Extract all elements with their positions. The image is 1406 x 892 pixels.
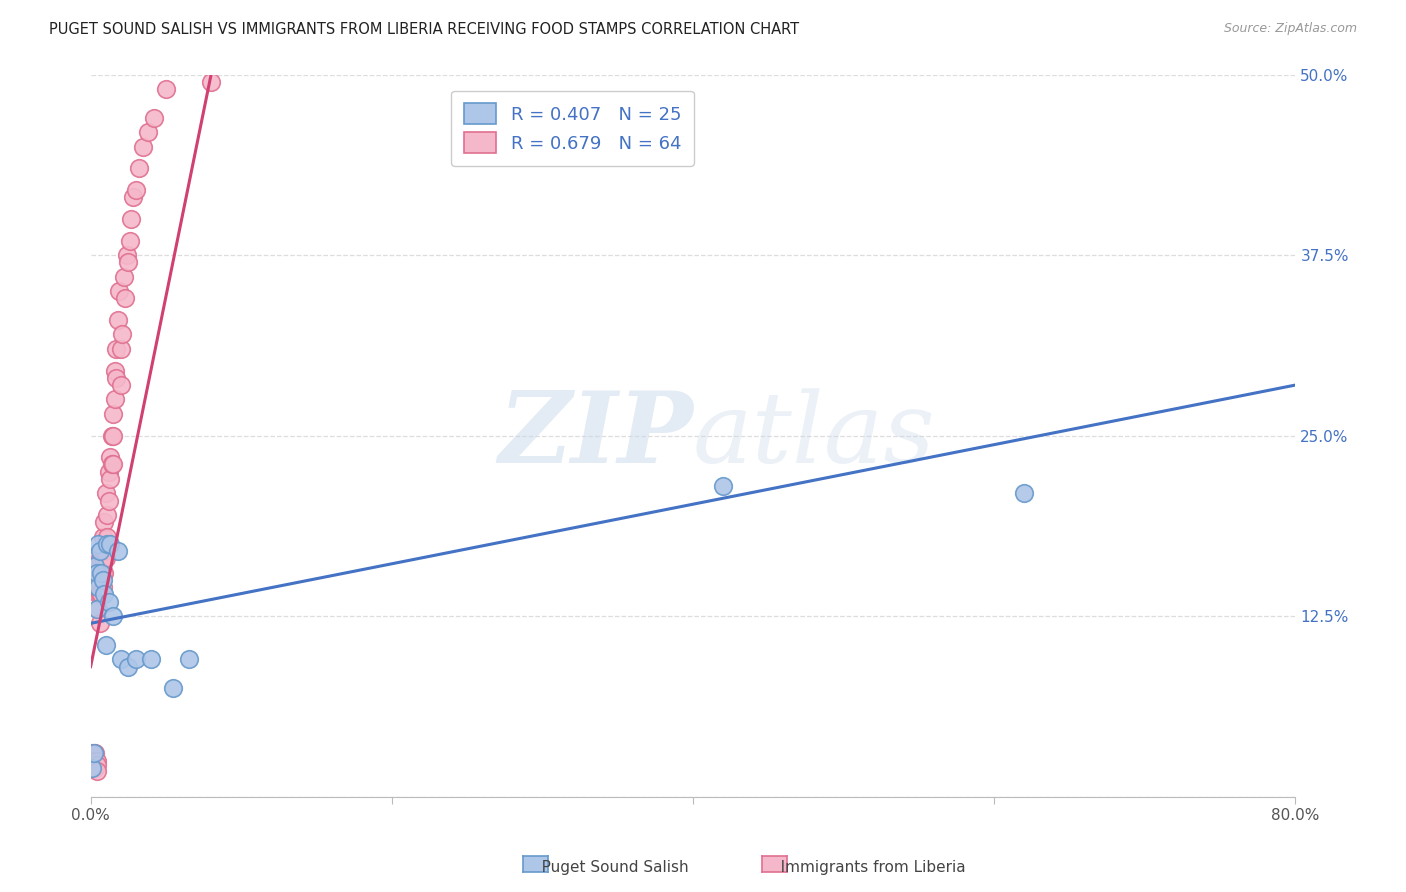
Point [87,580,110,594]
Point [105,371,128,385]
Point [100,458,122,472]
Point [97,493,120,508]
Point [90,544,112,558]
Point [108,284,131,298]
Point [89,551,111,566]
Text: PUGET SOUND SALISH VS IMMIGRANTS FROM LIBERIA RECEIVING FOOD STAMPS CORRELATION : PUGET SOUND SALISH VS IMMIGRANTS FROM LI… [49,22,800,37]
Point [142,111,165,125]
Text: atlas: atlas [693,388,936,483]
Point [177,652,200,666]
Point [110,342,132,356]
Point [103,458,125,472]
Point [86,764,108,778]
Point [112,269,135,284]
Point [103,609,125,624]
Point [84,761,107,775]
Point [94,551,117,566]
Legend: R = 0.407   N = 25, R = 0.679   N = 64: R = 0.407 N = 25, R = 0.679 N = 64 [451,91,695,166]
Point [132,140,155,154]
Point [118,234,141,248]
Point [115,248,138,262]
Point [83,758,105,772]
Point [96,537,118,551]
Text: Immigrants from Liberia: Immigrants from Liberia [766,860,966,874]
Point [105,342,128,356]
Point [89,616,111,631]
Point [120,211,142,226]
Point [87,587,110,601]
Point [128,161,150,176]
Point [98,472,121,486]
Point [86,602,108,616]
Point [87,602,110,616]
Point [136,125,159,139]
Point [84,747,107,761]
Point [87,537,110,551]
Point [97,465,120,479]
Point [96,530,118,544]
Point [82,761,104,775]
Point [107,313,129,327]
Point [93,566,115,580]
Point [84,754,107,768]
Point [114,292,136,306]
Point [89,587,111,601]
Point [110,378,132,392]
Point [111,327,134,342]
Point [91,566,114,580]
Point [104,363,127,377]
Point [200,75,222,89]
Point [89,558,111,573]
Point [87,573,110,587]
Point [93,515,115,529]
Point [91,551,114,566]
Point [121,190,143,204]
Point [93,544,115,558]
Point [98,537,121,551]
Point [103,407,125,421]
Point [96,508,118,522]
Point [93,587,115,601]
Point [117,255,139,269]
Point [84,558,107,573]
Point [89,544,111,558]
Point [90,566,112,580]
Point [90,566,112,580]
Point [125,183,148,197]
Text: Source: ZipAtlas.com: Source: ZipAtlas.com [1223,22,1357,36]
Point [162,681,184,696]
Point [91,573,114,587]
Point [98,450,121,465]
Point [104,392,127,407]
Point [94,638,117,652]
Text: Puget Sound Salish: Puget Sound Salish [527,860,689,874]
Point [83,747,105,761]
Point [1014,486,1036,500]
Point [155,82,177,96]
Point [91,530,114,544]
Point [86,754,108,768]
Point [107,544,129,558]
Point [117,659,139,673]
Point [86,758,108,772]
Point [125,652,148,666]
Point [100,428,122,442]
Point [91,580,114,594]
Point [82,754,104,768]
Point [83,749,105,764]
Point [97,595,120,609]
Point [110,652,132,666]
Point [103,428,125,442]
Point [139,652,162,666]
Point [94,486,117,500]
Point [82,747,104,761]
Point [94,537,117,551]
Point [711,479,734,493]
Text: ZIP: ZIP [498,387,693,483]
Point [90,587,112,601]
Point [86,566,108,580]
